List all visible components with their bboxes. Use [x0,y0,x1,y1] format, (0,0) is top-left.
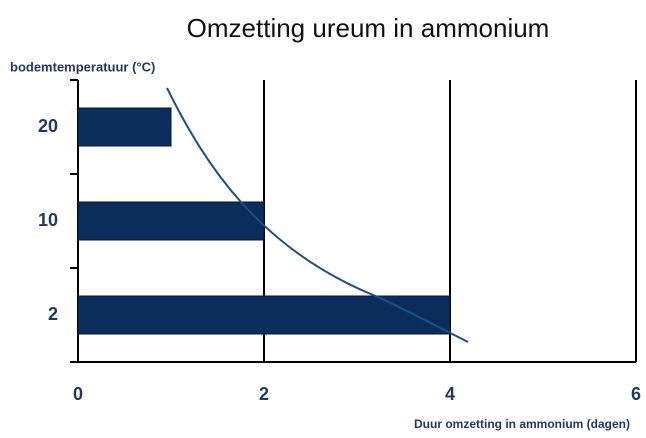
x-tick-label: 4 [445,384,455,404]
x-tick-label: 0 [73,384,83,404]
y-tick-label: 20 [38,116,58,136]
x-tick-label: 2 [259,384,269,404]
bar [77,201,265,241]
y-tick-label: 2 [48,304,58,324]
bar [77,107,172,147]
y-axis-label: bodemtemperatuur (°C) [10,59,155,74]
x-tick-label: 6 [631,384,641,404]
x-axis-label: Duur omzetting in ammonium (dagen) [414,417,630,431]
chart-title: Omzetting ureum in ammonium [187,13,550,43]
y-tick-label: 10 [38,210,58,230]
bar [77,295,451,335]
trend-curve [166,87,469,343]
